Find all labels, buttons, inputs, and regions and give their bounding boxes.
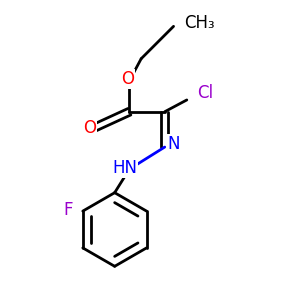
Text: O: O: [83, 119, 96, 137]
Text: CH₃: CH₃: [184, 14, 214, 32]
Text: F: F: [63, 201, 73, 219]
Text: Cl: Cl: [197, 84, 213, 102]
Text: O: O: [122, 70, 134, 88]
Text: N: N: [167, 135, 180, 153]
Text: HN: HN: [112, 159, 137, 177]
